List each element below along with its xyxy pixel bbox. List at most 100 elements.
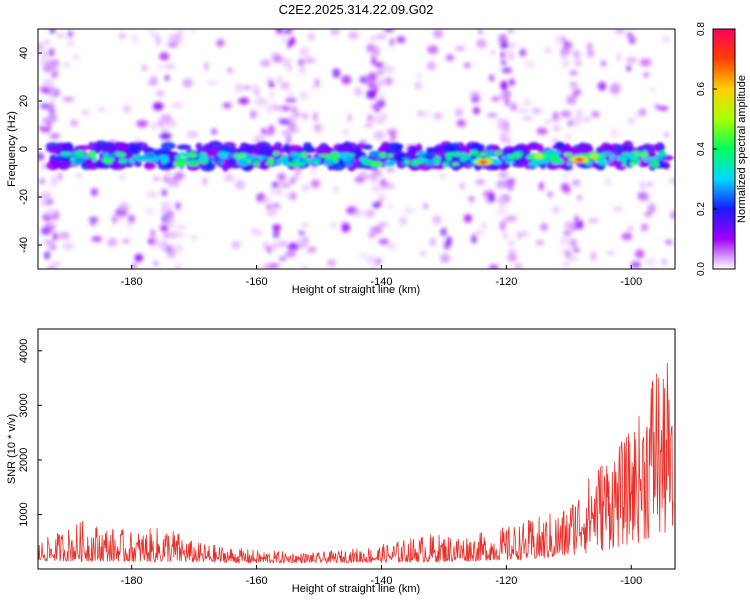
heatmap-cell [299,264,310,269]
heatmap-cell [217,151,229,158]
heatmap-cell [478,29,484,35]
heatmap-cell [303,112,308,120]
heatmap-cell [519,48,527,57]
heatmap-cell [455,107,464,117]
heatmap-cell [52,232,58,241]
heatmap-hotspot-core [534,154,543,159]
heatmap-cell [368,150,380,157]
heatmap-cell [44,40,51,45]
heatmap-cell [376,33,387,40]
heatmap-cell [282,143,291,153]
heatmap-y-tick-label: 20 [18,95,30,107]
heatmap-cell [526,154,531,160]
heatmap-cell [161,240,169,246]
heatmap-cell [473,230,485,236]
heatmap-cell [370,35,377,42]
heatmap-cell [359,157,369,162]
heatmap-cell [63,62,70,68]
heatmap-cell [573,247,580,253]
heatmap-cell [43,128,51,133]
heatmap-cell [375,257,381,266]
heatmap-cell [41,117,49,124]
heatmap-cell [623,153,636,157]
heatmap-cell [279,181,292,189]
heatmap-cell [158,155,169,161]
heatmap-cell [491,96,501,102]
heatmap-cell [286,59,292,64]
heatmap-cell [287,29,293,33]
heatmap-cell [67,30,74,39]
heatmap-cell [155,64,163,70]
heatmap-cell [160,224,169,232]
heatmap-cell [298,65,306,75]
snr-y-tick-label: 3000 [18,393,30,417]
heatmap-cell [150,76,158,81]
heatmap-cell [57,172,63,181]
heatmap-cell [386,165,395,174]
heatmap-cell [306,247,313,254]
heatmap-cell [344,161,353,167]
heatmap-cell [134,254,144,262]
heatmap-cell [121,238,131,244]
heatmap-cell [165,74,170,81]
heatmap-cell [531,158,539,165]
heatmap-cell [277,240,288,248]
heatmap-cell [369,266,378,269]
heatmap-cell [298,236,303,245]
heatmap-cell [476,38,487,49]
heatmap-cell [643,72,649,78]
heatmap-cell [416,72,422,79]
heatmap-cell [327,259,337,268]
heatmap-cell [298,91,309,100]
heatmap-y-label: Frequency (Hz) [6,111,18,187]
heatmap-cell [540,222,548,232]
heatmap-cell [330,29,340,36]
heatmap-cell [426,61,436,71]
snr-x-tick-label: -120 [495,575,517,587]
heatmap-cell [370,118,377,124]
snr-y-label: SNR (10 * v/v) [6,414,18,484]
colorbar-tick-label: 0.8 [696,22,707,36]
heatmap-cell [505,215,518,223]
heatmap-cell [571,179,581,187]
snr-y-tick-label: 2000 [18,448,30,472]
heatmap-cell [439,253,451,264]
heatmap-cell [554,141,565,150]
heatmap-cell [357,171,370,181]
snr-x-axis: -180 -160 -140 -120 -100 [121,565,642,587]
heatmap-cell [260,59,271,67]
heatmap-cell [123,104,131,114]
heatmap-cell [163,63,176,70]
heatmap-cell [40,103,52,109]
heatmap-cell [272,202,281,209]
heatmap-cell [234,82,244,93]
heatmap-cell [626,31,633,39]
heatmap-cell [627,225,634,232]
heatmap-cell [292,112,303,117]
heatmap-cell [375,78,385,87]
heatmap-cell [564,221,575,231]
heatmap-cell [536,127,548,135]
heatmap-cell [71,152,77,159]
heatmap-cell [119,174,124,181]
heatmap-cell [432,215,442,225]
heatmap-cell [150,229,155,237]
heatmap-cell [382,65,395,74]
heatmap-cell [40,191,52,201]
heatmap-cell [517,231,522,240]
heatmap-y-tick-label: -40 [18,237,30,253]
heatmap-cell [451,162,460,166]
heatmap-cell [216,39,225,48]
heatmap-cell [301,151,308,158]
heatmap-cell [176,29,185,35]
heatmap-cell [586,42,593,51]
heatmap-cell [547,191,553,198]
heatmap-cell [44,251,50,260]
heatmap-cell [38,42,45,52]
heatmap-cell [87,151,97,158]
heatmap-cell [346,153,355,158]
heatmap-cell [159,52,170,61]
heatmap-cell [597,157,605,163]
heatmap-cell [174,223,187,231]
heatmap-cell [267,157,275,162]
